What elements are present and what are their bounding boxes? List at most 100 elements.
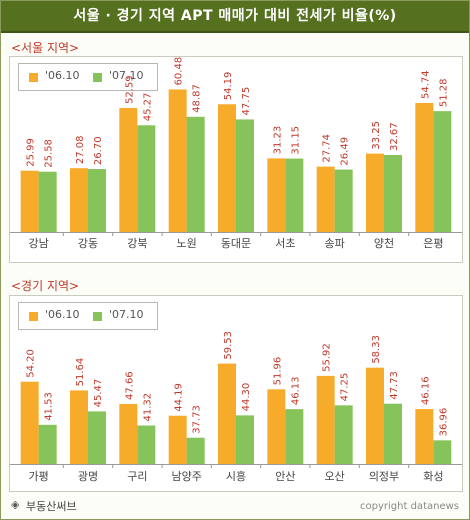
section-label-gyeonggi: <경기 지역> [11,279,80,293]
value-label: 33.25 [371,121,382,150]
x-tick-label: 화성 [423,470,443,483]
title-bar: 서울 · 경기 지역 APT 매매가 대비 전세가 비율(%) [1,1,469,33]
value-label: 45.27 [142,93,153,122]
bar-06-송파 [316,166,335,232]
x-tick-label: 강남 [29,237,49,250]
value-label: 41.53 [44,392,55,421]
bar-07-양천 [384,154,402,232]
bar-07-남양주 [186,437,205,464]
value-label: 60.48 [174,57,185,85]
bar-07-은평 [433,111,452,232]
bar-06-은평 [415,102,434,232]
value-label: 44.19 [174,383,185,412]
bar-07-동대문 [236,119,254,232]
value-label: 31.23 [272,126,283,155]
bar-06-노원 [168,89,187,232]
value-label: 54.20 [26,349,37,378]
legend-gyeonggi: '06.10 '07.10 [18,302,158,330]
bar-06-강북 [119,108,138,232]
x-tick-label: 오산 [325,470,345,483]
value-label: 51.96 [272,357,283,386]
value-label: 31.15 [290,126,301,155]
value-label: 54.74 [420,70,431,99]
x-tick-label: 광명 [78,470,98,483]
value-label: 55.92 [322,343,333,372]
value-label: 46.16 [420,376,431,405]
value-label: 52.59 [124,75,135,104]
chart-panel-gyeonggi: '06.10 '07.10 54.20 41.53 가평 51.64 45.47 광명 47… [9,295,463,492]
x-tick-label: 구리 [127,470,147,483]
x-tick-label: 가평 [29,470,49,483]
value-label: 47.66 [124,371,135,400]
x-tick-label: 시흥 [226,469,246,483]
bar-06-광명 [70,390,88,464]
page-title: 서울 · 경기 지역 APT 매매가 대비 전세가 비율(%) [73,8,397,24]
value-label: 25.99 [26,138,37,167]
source-label: 부동산써브 [26,500,77,513]
bar-chart-seoul: 25.99 25.58 강남 27.08 26.70 강동 52.59 45.27 강북 60.4… [10,57,462,250]
legend-label-07: '07.10 [109,308,144,321]
bar-06-의정부 [366,367,384,464]
bar-07-시흥 [236,415,254,464]
value-label: 58.33 [371,335,382,364]
x-tick-label: 강동 [78,237,98,250]
bar-06-시흥 [218,363,236,464]
value-label: 32.67 [389,122,400,151]
bar-07-강동 [88,169,106,232]
section-label-seoul: <서울 지역> [11,41,80,55]
value-label: 27.08 [75,136,86,165]
x-tick-label: 안산 [275,470,295,483]
bar-06-화성 [415,409,434,464]
bar-06-강동 [70,168,88,232]
diamond-icon: ◈ [11,498,20,511]
value-label: 36.96 [438,408,449,437]
bar-07-노원 [186,116,205,232]
bar-07-안산 [285,409,304,464]
value-label: 26.70 [93,136,104,165]
value-label: 37.73 [192,405,203,434]
value-label: 46.13 [290,377,301,406]
chart-panel-seoul: '06.10 '07.10 25.99 25.58 강남 27.08 26.70 강동 52… [9,56,463,263]
value-label: 48.87 [192,84,203,113]
bar-06-오산 [316,375,335,464]
bar-07-송파 [334,169,353,232]
bar-07-가평 [38,424,57,464]
x-tick-label: 노원 [177,237,197,250]
x-tick-label: 송파 [325,237,345,250]
bar-06-남양주 [168,415,187,464]
value-label: 45.47 [93,379,104,408]
x-tick-label: 남양주 [171,470,201,483]
legend-swatch-06 [29,73,38,82]
x-tick-label: 의정부 [369,470,399,483]
bar-07-오산 [334,405,353,464]
x-tick-label: 서초 [275,237,295,250]
bar-06-구리 [119,403,138,464]
bar-06-안산 [267,389,286,464]
legend-label-07: '07.10 [109,69,144,82]
bar-07-광명 [88,411,106,464]
x-tick-label: 양천 [374,236,394,250]
value-label: 51.28 [438,78,449,107]
bar-06-양천 [366,153,384,232]
legend-swatch-06 [29,312,38,321]
bar-07-구리 [137,425,156,464]
value-label: 47.25 [340,373,351,402]
value-label: 25.58 [44,139,55,168]
bar-07-서초 [285,158,304,232]
bar-chart-gyeonggi: 54.20 41.53 가평 51.64 45.47 광명 47.66 41.32 구리 44.1… [10,331,462,483]
value-label: 54.19 [223,72,234,101]
value-label: 59.53 [223,331,234,360]
x-tick-label: 동대문 [221,237,251,250]
bar-07-강남 [38,171,57,232]
legend-seoul: '06.10 '07.10 [18,63,158,91]
value-label: 47.73 [389,371,400,400]
bar-06-서초 [267,158,286,232]
value-label: 44.30 [241,383,252,412]
bar-06-강남 [20,170,39,232]
bar-06-동대문 [218,104,236,232]
legend-swatch-07 [93,73,102,82]
copyright-label: copyright datanews [360,501,459,512]
bar-07-의정부 [384,403,402,464]
value-label: 47.75 [241,87,252,116]
